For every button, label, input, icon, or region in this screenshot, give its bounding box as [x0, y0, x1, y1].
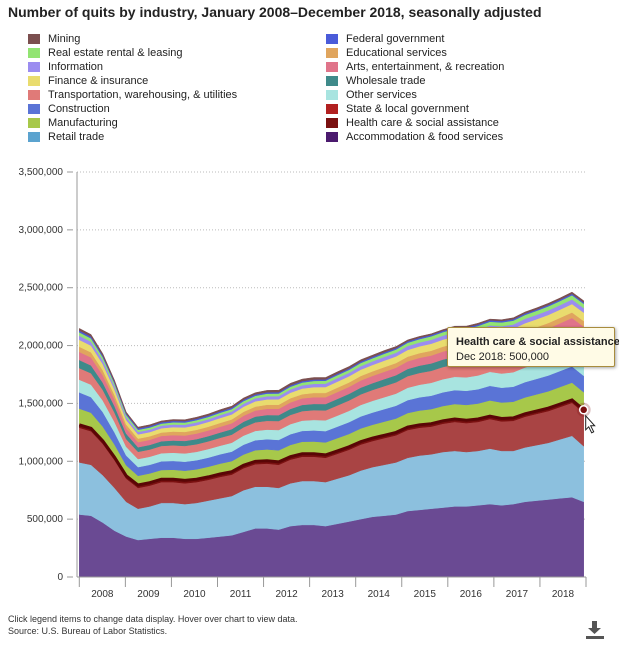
- y-tick-label: 3,500,000: [19, 167, 64, 178]
- legend-label: Real estate rental & leasing: [48, 47, 183, 59]
- legend-item-wholesale-trade[interactable]: Wholesale trade: [326, 74, 504, 88]
- highlight-line: [78, 398, 585, 487]
- legend-swatch: [326, 48, 338, 58]
- legend-label: Federal government: [346, 33, 445, 45]
- usage-note: Click legend items to change data displa…: [8, 614, 298, 624]
- legend-swatch: [28, 90, 40, 100]
- legend-label: Retail trade: [48, 131, 105, 143]
- legend-swatch: [28, 132, 40, 142]
- legend-label: Information: [48, 61, 104, 73]
- download-button[interactable]: [584, 620, 606, 640]
- legend-item-manufacturing[interactable]: Manufacturing: [28, 116, 237, 130]
- download-icon: [586, 621, 604, 639]
- legend-label: State & local government: [346, 103, 469, 115]
- legend-item-federal-government[interactable]: Federal government: [326, 32, 504, 46]
- area-mining: [79, 291, 584, 429]
- legend-label: Educational services: [346, 47, 447, 59]
- legend-item-educational-services[interactable]: Educational services: [326, 46, 504, 60]
- tooltip-title: Health care & social assistance: [456, 336, 619, 348]
- legend-swatch: [326, 132, 338, 142]
- data-tooltip: Health care & social assistance Dec 2018…: [447, 327, 619, 367]
- legend-label: Finance & insurance: [48, 75, 149, 87]
- legend-item-transportation-warehousing-and-utilities[interactable]: Transportation, warehousing, & utilities: [28, 88, 237, 102]
- legend-label: Wholesale trade: [346, 75, 426, 87]
- legend-column-right: Federal government Educational services Ar…: [326, 32, 504, 144]
- y-tick-label: 1,000,000: [19, 456, 64, 467]
- legend-item-real-estate-rental-and-leasing[interactable]: Real estate rental & leasing: [28, 46, 237, 60]
- x-tick-label: 2014: [368, 589, 391, 600]
- legend-swatch: [326, 76, 338, 86]
- y-tick-label: 1,500,000: [19, 398, 64, 409]
- x-tick-label: 2013: [322, 589, 345, 600]
- legend-item-retail-trade[interactable]: Retail trade: [28, 130, 237, 144]
- x-tick-label: 2012: [275, 589, 298, 600]
- x-tick-label: 2018: [552, 589, 575, 600]
- y-tick-label: 2,500,000: [19, 283, 64, 294]
- legend-item-accommodation-and-food-services[interactable]: Accommodation & food services: [326, 130, 504, 144]
- legend-swatch: [28, 62, 40, 72]
- y-tick-label: 0: [57, 572, 63, 583]
- legend-item-other-services[interactable]: Other services: [326, 88, 504, 102]
- legend-label: Arts, entertainment, & recreation: [346, 61, 505, 73]
- legend-swatch: [28, 76, 40, 86]
- legend-swatch: [326, 90, 338, 100]
- x-tick-label: 2009: [137, 589, 160, 600]
- legend-label: Construction: [48, 103, 110, 115]
- legend-swatch: [28, 48, 40, 58]
- x-tick-label: 2010: [183, 589, 206, 600]
- chart-notes: Click legend items to change data displa…: [8, 613, 297, 637]
- x-tick-label: 2017: [506, 589, 529, 600]
- source-note: Source: U.S. Bureau of Labor Statistics.: [8, 626, 168, 636]
- legend-swatch: [326, 34, 338, 44]
- x-tick-label: 2016: [460, 589, 483, 600]
- highlight-point: [578, 405, 589, 415]
- legend-item-finance-and-insurance[interactable]: Finance & insurance: [28, 74, 237, 88]
- legend-item-health-care-and-social-assistance[interactable]: Health care & social assistance: [326, 116, 504, 130]
- x-tick-label: 2008: [91, 589, 114, 600]
- legend-swatch: [28, 34, 40, 44]
- legend-swatch: [326, 62, 338, 72]
- stacked-area-chart[interactable]: 0 500,000 1,000,000 1,500,000 2,000,000 2,500…: [0, 160, 619, 610]
- legend-label: Health care & social assistance: [346, 117, 499, 129]
- tooltip-value: Dec 2018: 500,000: [456, 351, 549, 363]
- legend-swatch: [28, 104, 40, 114]
- y-tick-label: 500,000: [27, 514, 64, 525]
- legend-label: Accommodation & food services: [346, 131, 504, 143]
- legend-item-construction[interactable]: Construction: [28, 102, 237, 116]
- legend-swatch: [28, 118, 40, 128]
- legend-item-mining[interactable]: Mining: [28, 32, 237, 46]
- legend-label: Other services: [346, 89, 417, 101]
- x-tick-label: 2015: [414, 589, 437, 600]
- legend-column-left: Mining Real estate rental & leasing Inform…: [28, 32, 237, 144]
- chart-title: Number of quits by industry, January 200…: [8, 4, 542, 20]
- y-tick-label: 3,000,000: [19, 225, 64, 236]
- legend-swatch: [326, 104, 338, 114]
- x-tick-label: 2011: [230, 589, 252, 600]
- legend-item-arts-entertainment-and-recreation[interactable]: Arts, entertainment, & recreation: [326, 60, 504, 74]
- legend-label: Manufacturing: [48, 117, 118, 129]
- legend-label: Transportation, warehousing, & utilities: [48, 89, 238, 101]
- legend-item-information[interactable]: Information: [28, 60, 237, 74]
- legend-item-state-and-local-government[interactable]: State & local government: [326, 102, 504, 116]
- mouse-cursor-icon: [585, 414, 596, 434]
- legend-swatch: [326, 118, 338, 128]
- y-tick-label: 2,000,000: [19, 341, 64, 352]
- legend-label: Mining: [48, 33, 81, 45]
